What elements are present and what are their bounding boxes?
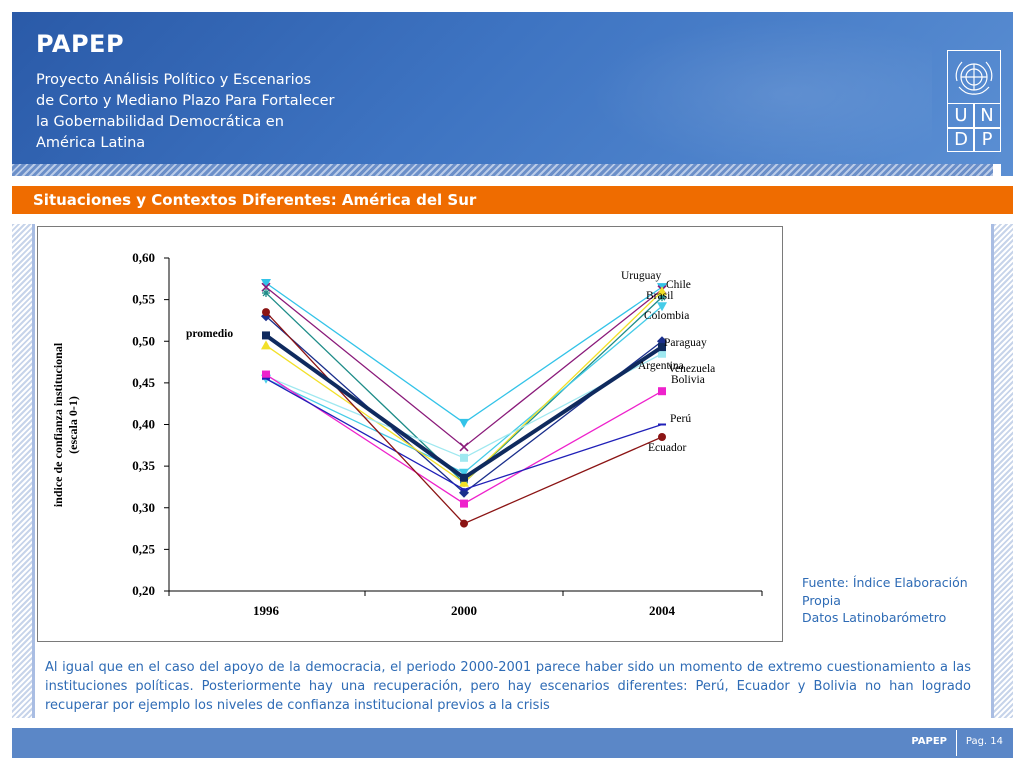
series-point	[658, 387, 666, 396]
subtitle-line: Proyecto Análisis Político y Escenarios	[36, 72, 312, 88]
project-subtitle: Proyecto Análisis Político y Escenarios …	[36, 70, 376, 154]
series-perú	[262, 377, 666, 491]
series-point	[460, 499, 468, 508]
undp-letter: U	[954, 105, 968, 126]
footer-brand: PAPEP	[911, 736, 947, 747]
series-point	[460, 519, 468, 528]
undp-letter: N	[980, 105, 994, 126]
undp-logo: U N D P	[947, 50, 1001, 152]
series-label: Bolivia	[671, 374, 705, 386]
left-hatch-border	[12, 224, 32, 718]
un-globe-icon	[948, 51, 1000, 104]
y-tick-label: 0,60	[132, 250, 155, 265]
series-point	[657, 286, 667, 296]
left-stripe	[32, 224, 35, 718]
source-line: Datos Latinobarómetro	[802, 610, 947, 625]
section-title: Situaciones y Contextos Diferentes: Amér…	[33, 191, 477, 209]
series-label: Ecuador	[648, 442, 686, 454]
series-colombia	[261, 302, 667, 478]
series-point	[459, 468, 469, 478]
series-point	[460, 453, 468, 462]
series-point	[658, 349, 666, 358]
series-point	[658, 343, 666, 352]
series-point	[459, 418, 469, 428]
series-point	[262, 308, 270, 317]
y-axis-label-line: indice de confianza institucional	[51, 342, 65, 507]
chart-frame: 0,20 0,25 0,30 0,35 0,40 0,45 0,50 0,55 0,60 1996…	[37, 226, 783, 642]
body-paragraph: Al igual que en el caso del apoyo de la …	[45, 660, 971, 713]
y-tick-label: 0,25	[132, 541, 155, 556]
footer-divider	[956, 730, 957, 756]
series-label: Colombia	[644, 310, 689, 322]
source-line: Fuente: Índice Elaboración	[802, 575, 968, 590]
header-hatch-divider	[12, 164, 993, 176]
series-point	[262, 370, 270, 379]
header-banner: PAPEP Proyecto Análisis Político y Escen…	[12, 12, 1013, 176]
subtitle-line: América Latina	[36, 135, 146, 151]
series-label: promedio	[186, 328, 233, 340]
series-label: Venezuela	[668, 363, 715, 375]
footer-bar: PAPEP Pag. 14	[12, 728, 1013, 758]
series-point	[262, 288, 270, 297]
x-tick-label: 2000	[451, 603, 477, 618]
header-watermark	[572, 12, 932, 176]
series-point	[261, 278, 271, 288]
source-note: Fuente: Índice Elaboración Propia Datos …	[802, 574, 968, 627]
series-line	[265, 315, 663, 494]
subtitle-line: de Corto y Mediano Plazo Para Fortalecer	[36, 93, 335, 109]
y-tick-label: 0,55	[132, 292, 155, 307]
series-point	[261, 340, 271, 350]
section-title-bar: Situaciones y Contextos Diferentes: Amér…	[12, 186, 1013, 214]
right-stripe	[991, 224, 994, 718]
series-label: Perú	[670, 413, 691, 425]
series-point	[657, 302, 667, 312]
series-label: Brasil	[646, 290, 673, 302]
y-axis-label: indice de confianza institucional(escala…	[51, 342, 80, 507]
series-argentina	[261, 286, 667, 487]
undp-letter: P	[981, 129, 993, 150]
series-point	[261, 311, 271, 322]
y-tick-label: 0,20	[132, 583, 155, 598]
header-hatch-end	[993, 164, 1001, 176]
series-point	[658, 432, 666, 441]
right-hatch-border	[994, 224, 1013, 718]
y-tick-label: 0,50	[132, 333, 155, 348]
series-label: Uruguay	[621, 270, 661, 282]
y-tick-label: 0,35	[132, 458, 155, 473]
series-point	[459, 477, 469, 487]
series-promedio	[262, 331, 666, 482]
series-label: Chile	[666, 279, 691, 291]
series-point	[460, 473, 468, 482]
subtitle-line: la Gobernabilidad Democrática en	[36, 114, 284, 130]
series-bolivia	[262, 370, 666, 508]
source-line: Propia	[802, 592, 841, 608]
series-label: Argentina	[638, 360, 684, 372]
line-chart: 0,20 0,25 0,30 0,35 0,40 0,45 0,50 0,55 0,60 1996…	[51, 250, 763, 618]
series-point	[262, 331, 270, 340]
series-point	[459, 442, 469, 452]
page-number: Pag. 14	[965, 736, 1003, 747]
x-tick-label: 1996	[253, 603, 280, 618]
x-tick-label: 2004	[649, 603, 676, 618]
y-tick-label: 0,40	[132, 417, 155, 432]
undp-letter: D	[954, 129, 968, 150]
series-point	[658, 293, 666, 302]
y-tick-label: 0,45	[132, 375, 155, 390]
y-axis-label-line: (escala 0-1)	[66, 396, 80, 454]
app-title: PAPEP	[36, 30, 125, 58]
series-label: Paraguay	[664, 337, 707, 349]
y-tick-label: 0,30	[132, 500, 155, 515]
